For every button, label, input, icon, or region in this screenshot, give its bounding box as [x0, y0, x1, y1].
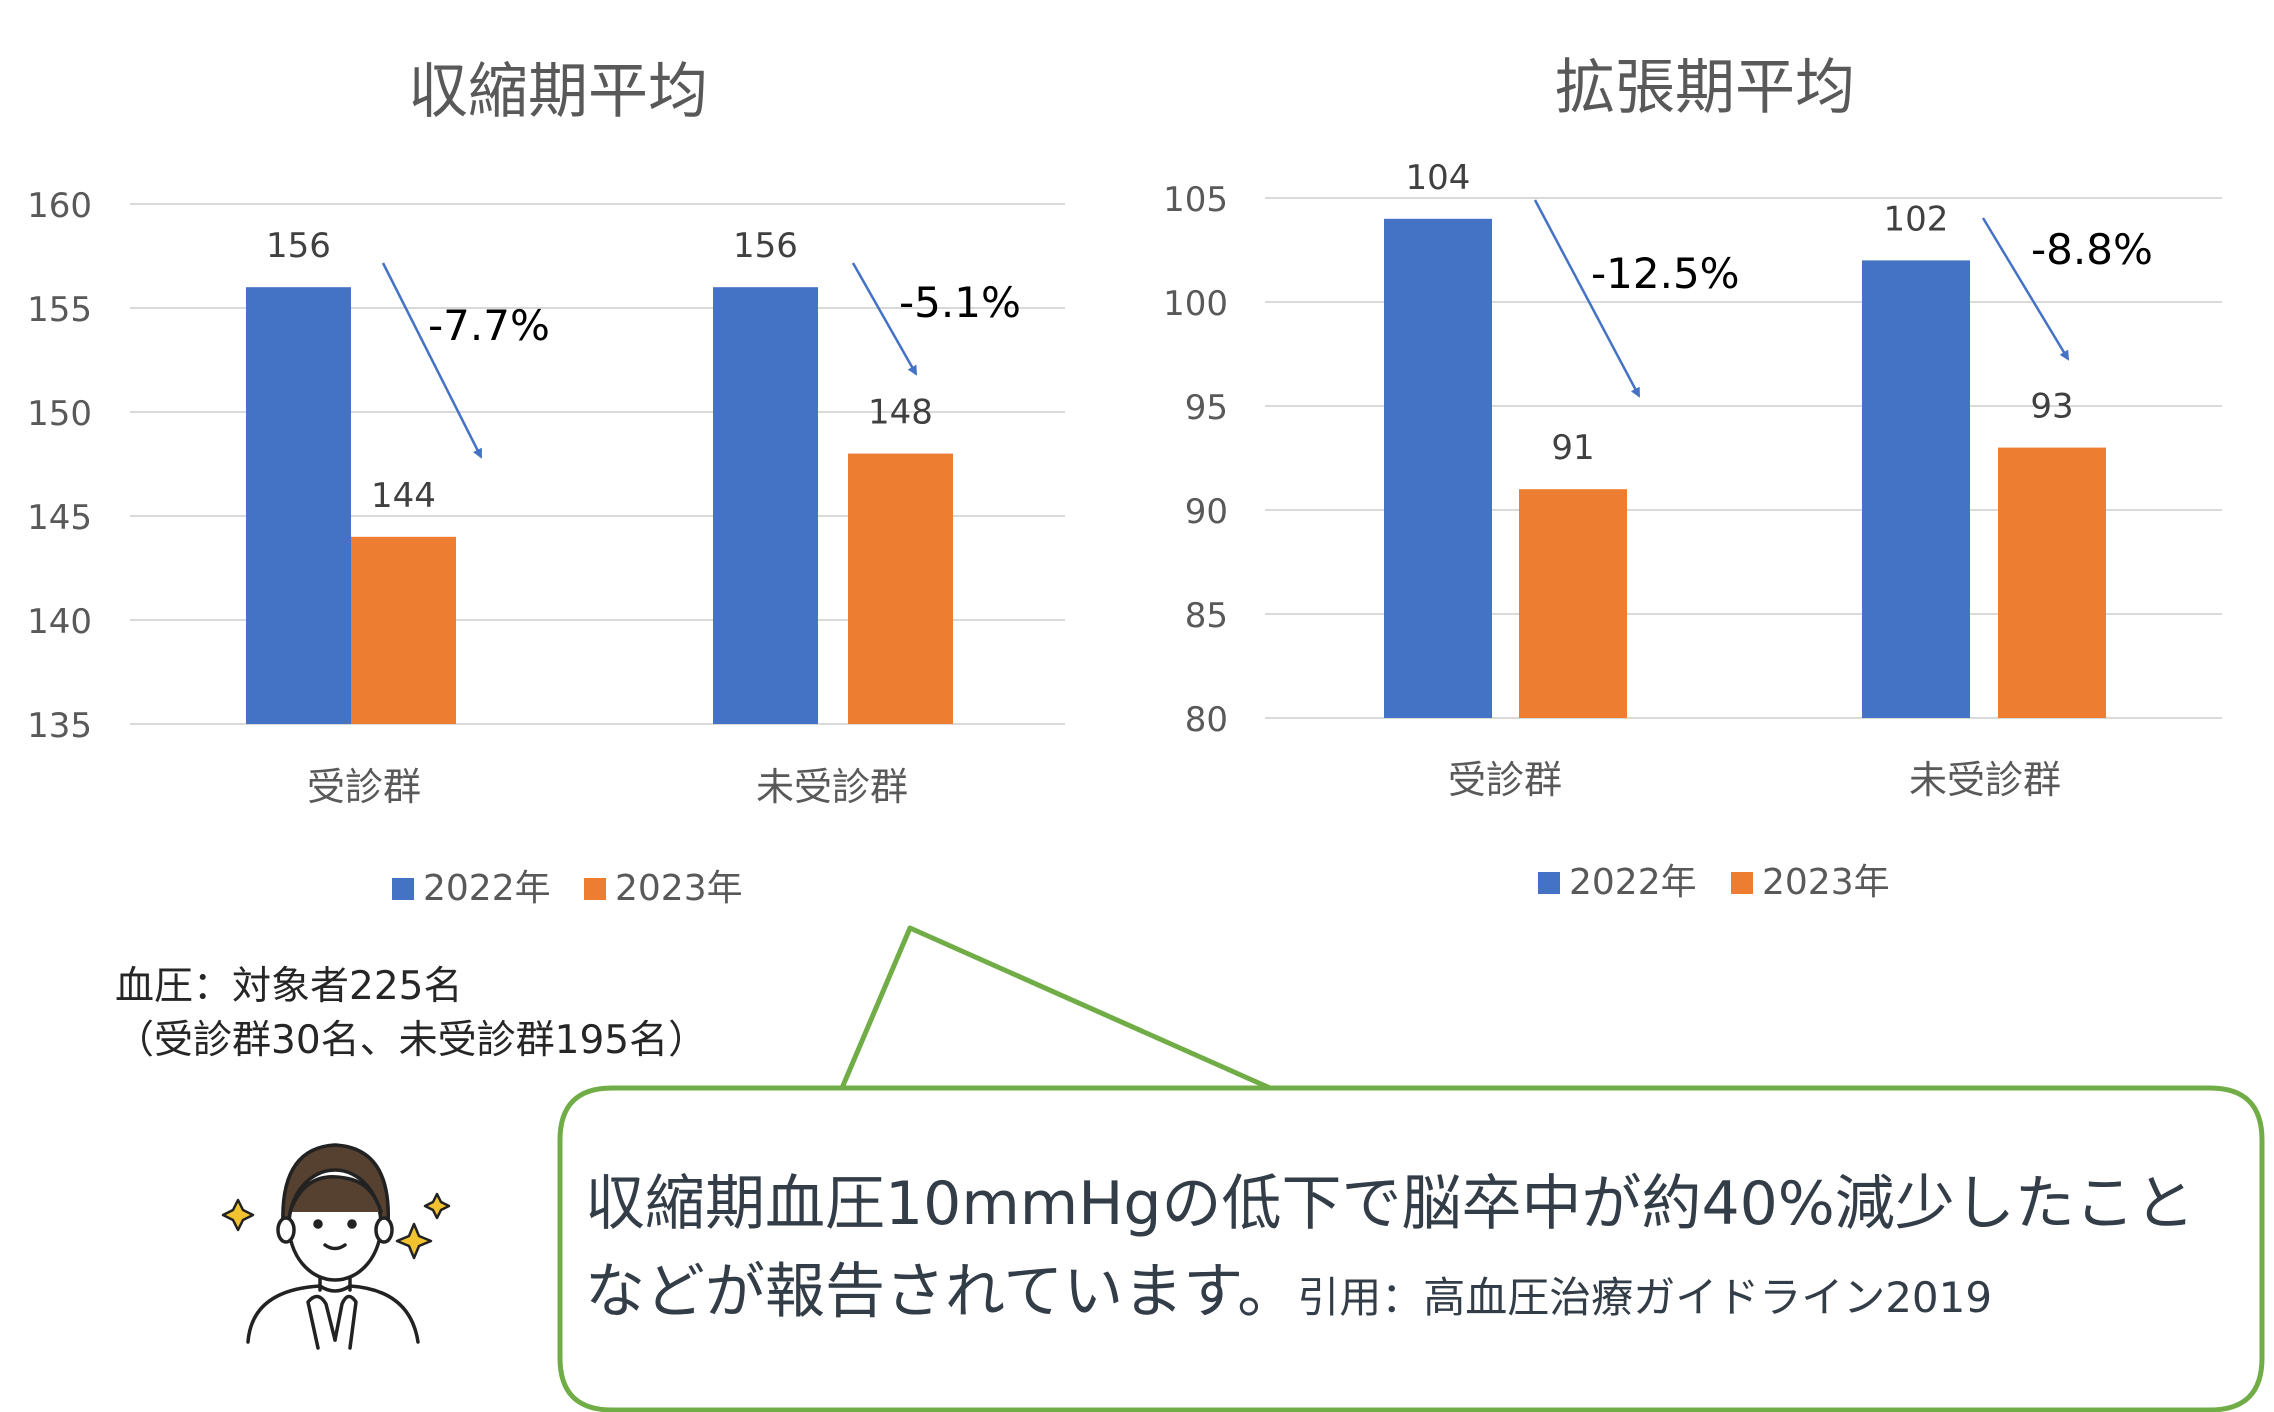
change-arrow [1533, 199, 1641, 398]
bar [1384, 218, 1492, 719]
y-tick-label: 145 [27, 498, 92, 538]
chart-systolic: 収縮期平均 135 140 145 150 155 160 156 156 144 148 受診… [27, 57, 1065, 909]
category-label: 未受診群 [1909, 758, 2061, 802]
data-label: 91 [1551, 428, 1594, 468]
y-tick-label: 90 [1185, 492, 1228, 532]
y-tick-label: 140 [27, 602, 92, 642]
legend-swatch [1731, 872, 1753, 894]
data-label: 148 [868, 393, 933, 433]
callout-text: 収縮期血圧10mmHgの低下で脳卒中が約40%減少したことなどが報告されています… [585, 1160, 2225, 1342]
category-label: 受診群 [1448, 758, 1562, 802]
bar [1519, 489, 1627, 718]
y-tick-label: 135 [27, 706, 92, 746]
bar [848, 453, 953, 724]
callout-main: 収縮期血圧10mmHgの低下で脳卒中が約40%減少したことなどが報告されています… [585, 1169, 2195, 1327]
data-label: 93 [2030, 387, 2073, 427]
bar [1862, 260, 1970, 718]
legend-label: 2023年 [615, 868, 743, 909]
chart-title: 収縮期平均 [408, 57, 708, 127]
y-tick-label: 160 [27, 186, 92, 226]
callout-citation: 引用：高血圧治療ガイドライン2019 [1297, 1273, 1993, 1322]
y-tick-label: 95 [1185, 388, 1228, 428]
note-line: 血圧：対象者225名 [115, 964, 463, 1009]
person-praying-hands-icon [246, 1143, 420, 1350]
category-label: 受診群 [307, 765, 421, 809]
change-label: -8.8% [2031, 225, 2153, 274]
bar [351, 536, 456, 724]
data-label: 156 [266, 226, 331, 266]
legend-swatch [392, 878, 414, 900]
bar [713, 287, 818, 724]
category-label: 未受診群 [756, 765, 908, 809]
bar [1998, 447, 2106, 718]
data-label: 144 [371, 476, 436, 516]
legend-label: 2022年 [423, 868, 551, 909]
legend-swatch [1538, 872, 1560, 894]
y-tick-label: 155 [27, 290, 92, 330]
change-label: -12.5% [1591, 249, 1740, 298]
y-tick-label: 100 [1163, 284, 1228, 324]
chart-diastolic: 拡張期平均 80 85 90 95 100 105 104 102 91 93 受診群 未受診群… [1163, 53, 2222, 903]
change-arrow [851, 262, 918, 376]
legend-swatch [584, 878, 606, 900]
sample-note: 血圧：対象者225名 （受診群30名、未受診群195名） [115, 960, 707, 1068]
sparkle-icon [221, 1192, 451, 1260]
y-tick-label: 85 [1185, 596, 1228, 636]
data-label: 104 [1406, 158, 1471, 198]
change-label: -5.1% [899, 278, 1021, 327]
y-tick-label: 80 [1185, 700, 1228, 740]
y-tick-label: 150 [27, 394, 92, 434]
change-label: -7.7% [428, 301, 550, 350]
speech-bubble [557, 925, 2265, 1412]
data-label: 102 [1884, 199, 1949, 239]
y-tick-label: 105 [1163, 180, 1228, 220]
legend-label: 2023年 [1762, 862, 1890, 903]
legend-label: 2022年 [1569, 862, 1697, 903]
data-label: 156 [733, 226, 798, 266]
change-arrow [381, 262, 483, 459]
chart-title: 拡張期平均 [1555, 53, 1855, 123]
bar [246, 287, 351, 724]
change-arrow [1981, 217, 2070, 361]
note-line: （受診群30名、未受診群195名） [115, 1018, 708, 1063]
